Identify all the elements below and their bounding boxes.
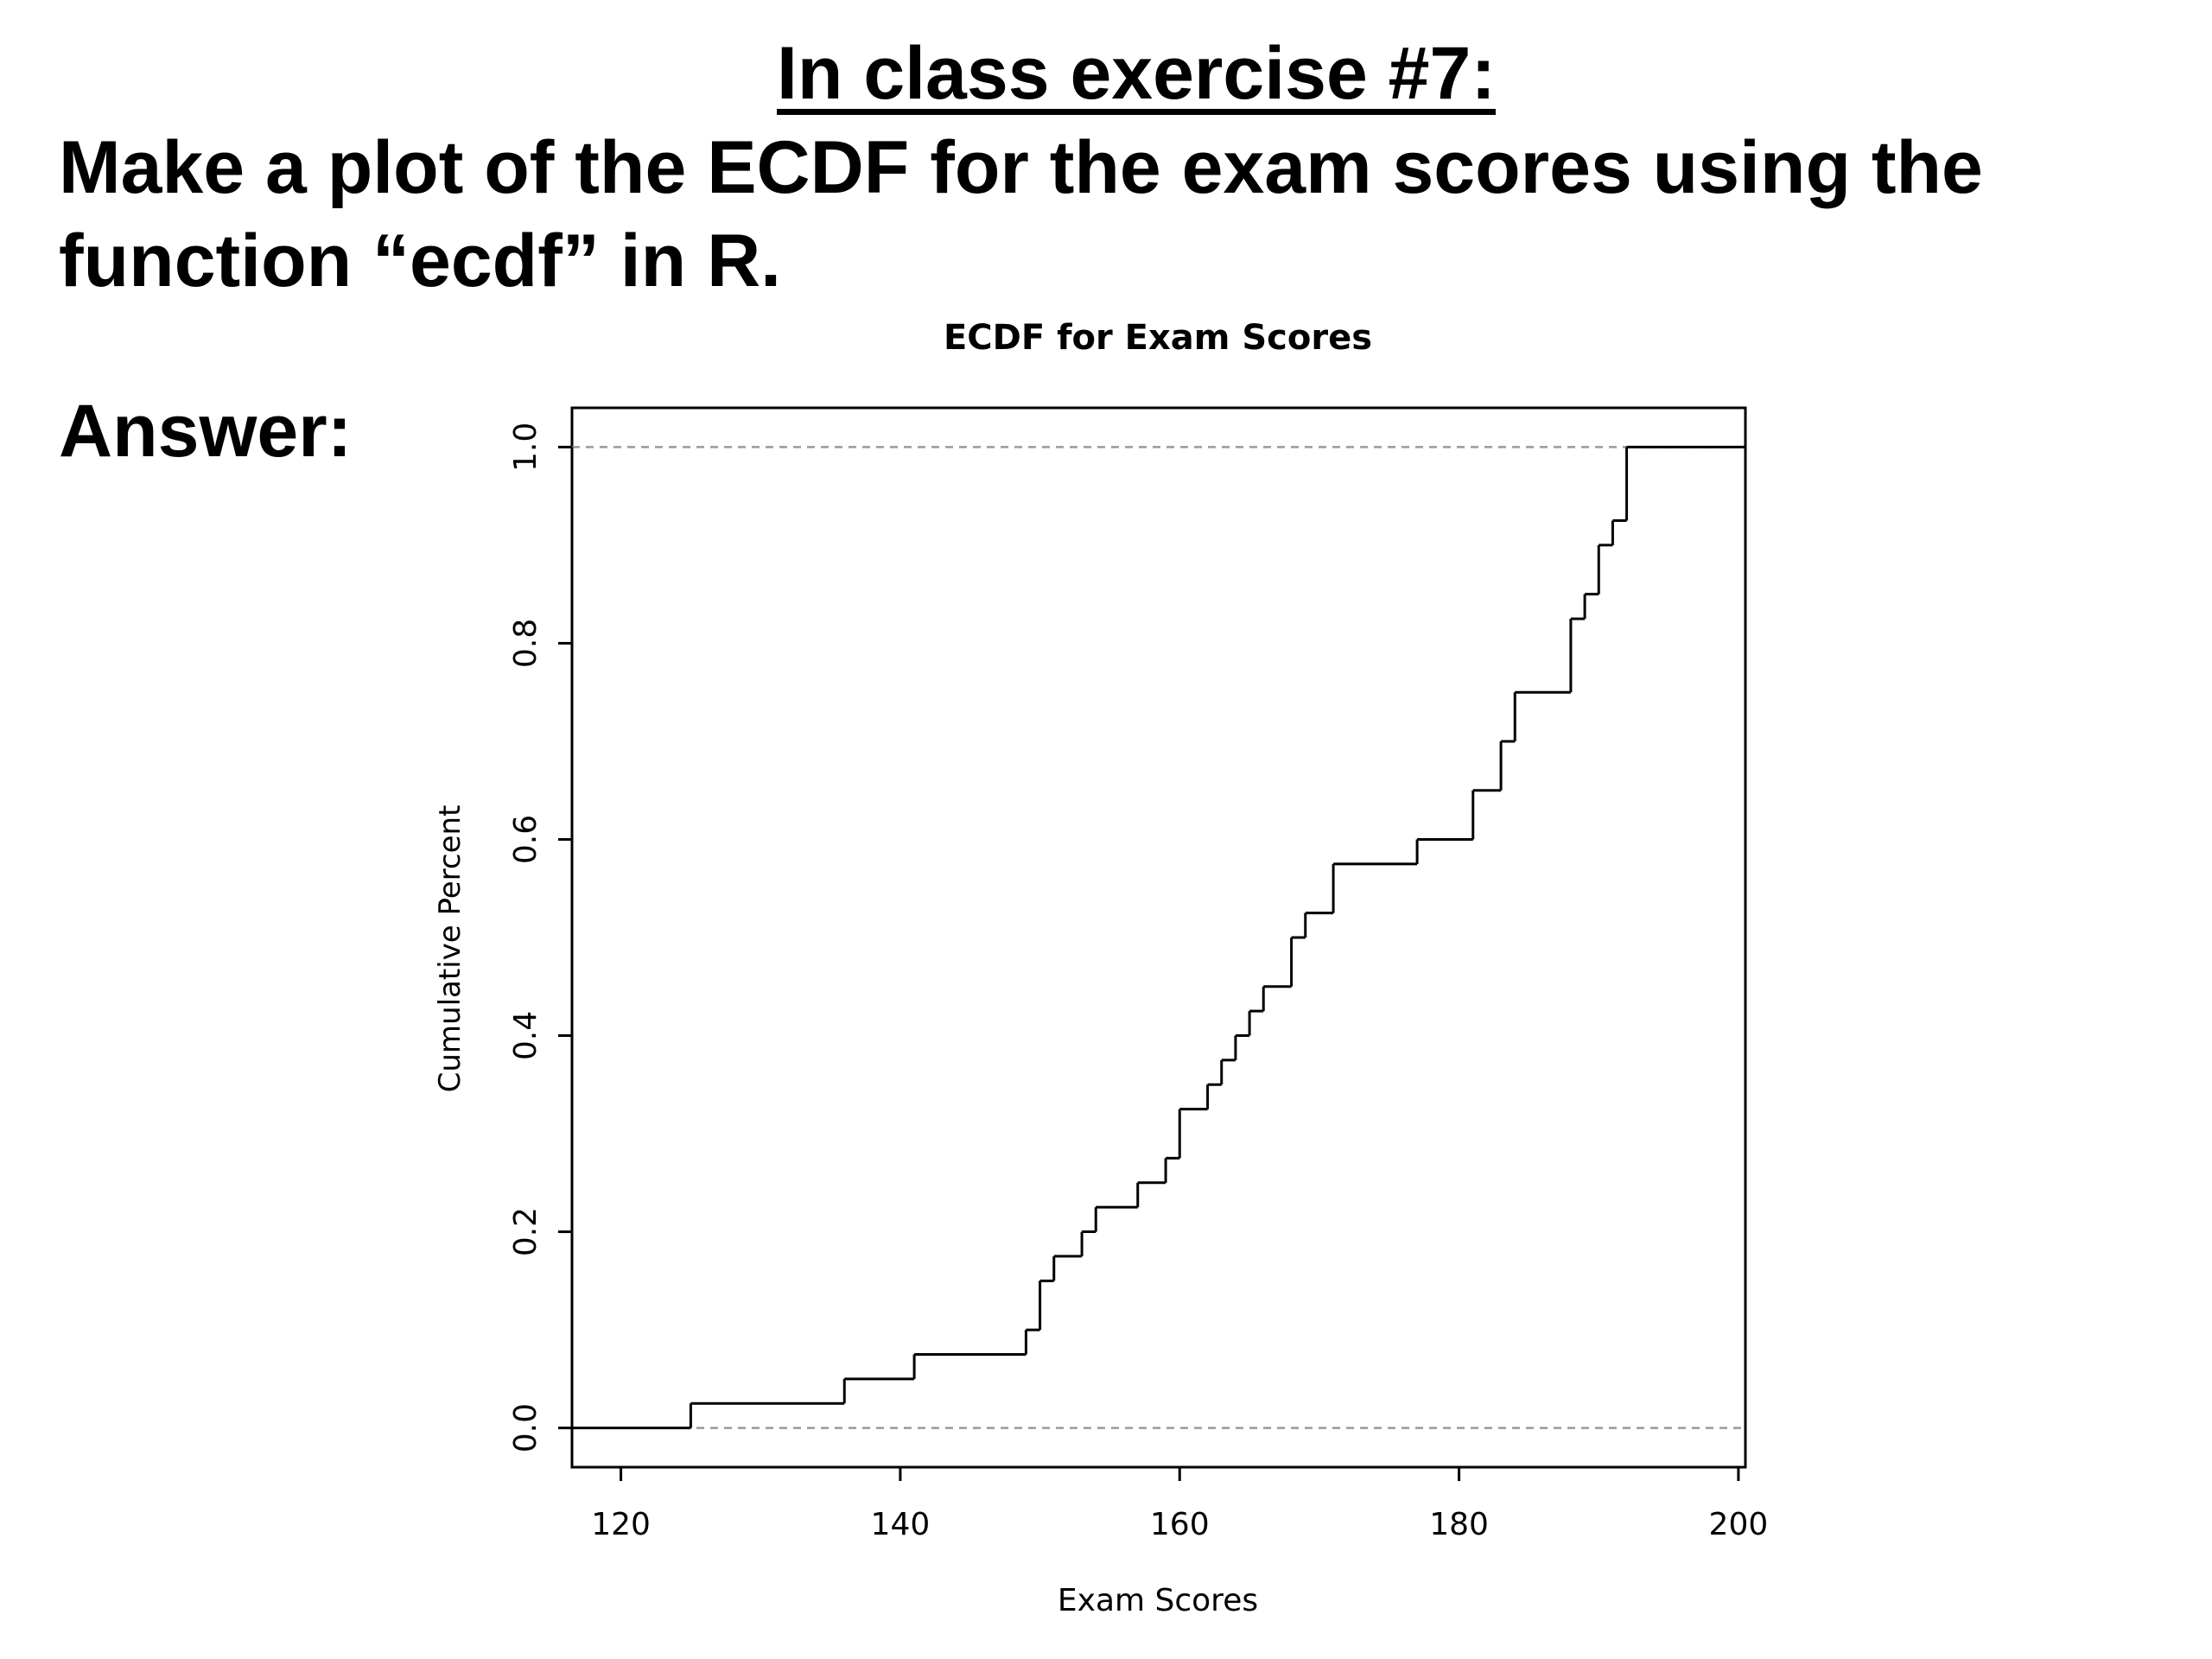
answer-label: Answer: <box>59 390 353 473</box>
slide-title: In class exercise #7: <box>777 32 1496 115</box>
x-tick-label: 140 <box>871 1507 931 1542</box>
x-tick-label: 160 <box>1150 1507 1210 1542</box>
y-tick-label: 1.0 <box>508 423 543 472</box>
y-axis-label: Cumulative Percent <box>433 805 467 1093</box>
y-axis: 0.0 0.2 0.4 0.6 0.8 1.0 <box>508 423 574 1452</box>
x-tick-label: 120 <box>591 1507 651 1542</box>
y-tick-label: 0.0 <box>508 1403 543 1452</box>
plot-frame <box>570 406 1747 1469</box>
chart-title: ECDF for Exam Scores <box>944 318 1372 358</box>
y-tick-label: 0.4 <box>508 1011 543 1060</box>
x-tick-label: 200 <box>1709 1507 1769 1542</box>
ecdf-series <box>572 445 1745 1430</box>
x-axis: 120 140 160 180 200 <box>591 1465 1769 1542</box>
reference-lines <box>572 446 1745 1429</box>
y-tick-label: 0.2 <box>508 1207 543 1256</box>
x-axis-label: Exam Scores <box>1058 1583 1258 1618</box>
y-tick-label: 0.8 <box>508 619 543 668</box>
x-tick-label: 180 <box>1429 1507 1489 1542</box>
slide-instructions: Make a plot of the ECDF for the exam sco… <box>59 126 1983 302</box>
y-tick-label: 0.6 <box>508 815 543 864</box>
